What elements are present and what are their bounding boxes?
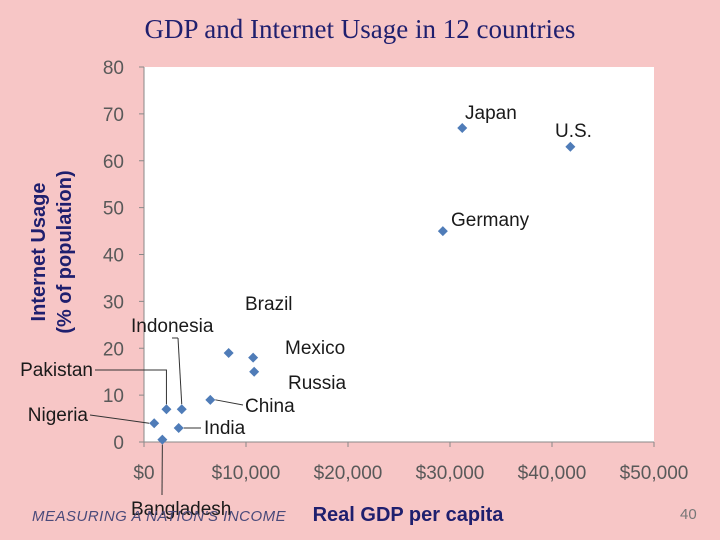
leader-nigeria — [89, 414, 150, 424]
data-point-bangladesh — [157, 434, 168, 445]
y-tick-label: 0 — [113, 433, 124, 454]
y-axis-ticks: 0 10 20 30 40 50 60 70 80 — [103, 58, 144, 454]
data-point-pakistan — [161, 404, 172, 415]
y-tick-label: 80 — [103, 58, 124, 79]
leader-indonesia — [177, 337, 183, 405]
point-label-nigeria: Nigeria — [28, 405, 89, 426]
y-axis-label-line-1: Internet Usage — [28, 183, 50, 322]
point-label-indonesia: Indonesia — [131, 316, 214, 337]
x-tick-label: $10,000 — [212, 463, 281, 484]
leader-china — [215, 399, 244, 406]
data-point-nigeria — [149, 418, 160, 429]
x-axis-ticks: $0 $10,000 $20,000 $30,000 $40,000 $50,000 — [133, 442, 688, 484]
data-point-japan — [457, 122, 468, 133]
leader-lines — [89, 337, 244, 496]
page-number: 40 — [680, 506, 697, 523]
y-tick-label: 20 — [103, 339, 124, 360]
point-label-mexico: Mexico — [285, 338, 345, 359]
y-tick-label: 50 — [103, 199, 124, 220]
y-tick-label: 30 — [103, 292, 124, 313]
x-tick-label: $0 — [133, 463, 154, 484]
data-point-mexico — [248, 352, 259, 363]
x-tick-label: $50,000 — [620, 463, 689, 484]
data-point-germany — [437, 226, 448, 237]
point-labels: U.S.JapanGermanyBrazilMexicoRussiaChinaI… — [20, 103, 592, 520]
y-axis-label-line-2: (% of population) — [54, 170, 76, 333]
data-point-indonesia — [176, 404, 187, 415]
plot-area — [144, 67, 654, 442]
x-tick-label: $40,000 — [518, 463, 587, 484]
point-label-russia: Russia — [288, 373, 347, 394]
point-label-germany: Germany — [451, 210, 530, 231]
data-points — [149, 122, 576, 445]
x-axis-label: Real GDP per capita — [313, 504, 505, 526]
point-label-india: India — [204, 418, 246, 439]
data-point-russia — [249, 366, 260, 377]
data-point-us — [565, 141, 576, 152]
point-label-china: China — [245, 396, 295, 417]
leader-pakistan — [95, 369, 167, 405]
point-label-bangladesh: Bangladesh — [131, 499, 231, 520]
y-tick-label: 10 — [103, 386, 124, 407]
point-label-us: U.S. — [555, 121, 592, 142]
point-label-pakistan: Pakistan — [20, 360, 93, 381]
y-tick-label: 70 — [103, 105, 124, 126]
slide-title: GDP and Internet Usage in 12 countries — [144, 14, 576, 44]
x-tick-label: $30,000 — [416, 463, 485, 484]
data-point-china — [205, 394, 216, 405]
point-label-japan: Japan — [465, 103, 517, 124]
slide-footer: MEASURING A NATION'S INCOME — [32, 508, 287, 525]
x-tick-label: $20,000 — [314, 463, 383, 484]
y-tick-label: 60 — [103, 152, 124, 173]
data-point-brazil — [223, 347, 234, 358]
point-label-brazil: Brazil — [245, 294, 293, 315]
data-point-india — [173, 422, 184, 433]
y-tick-label: 40 — [103, 246, 124, 267]
